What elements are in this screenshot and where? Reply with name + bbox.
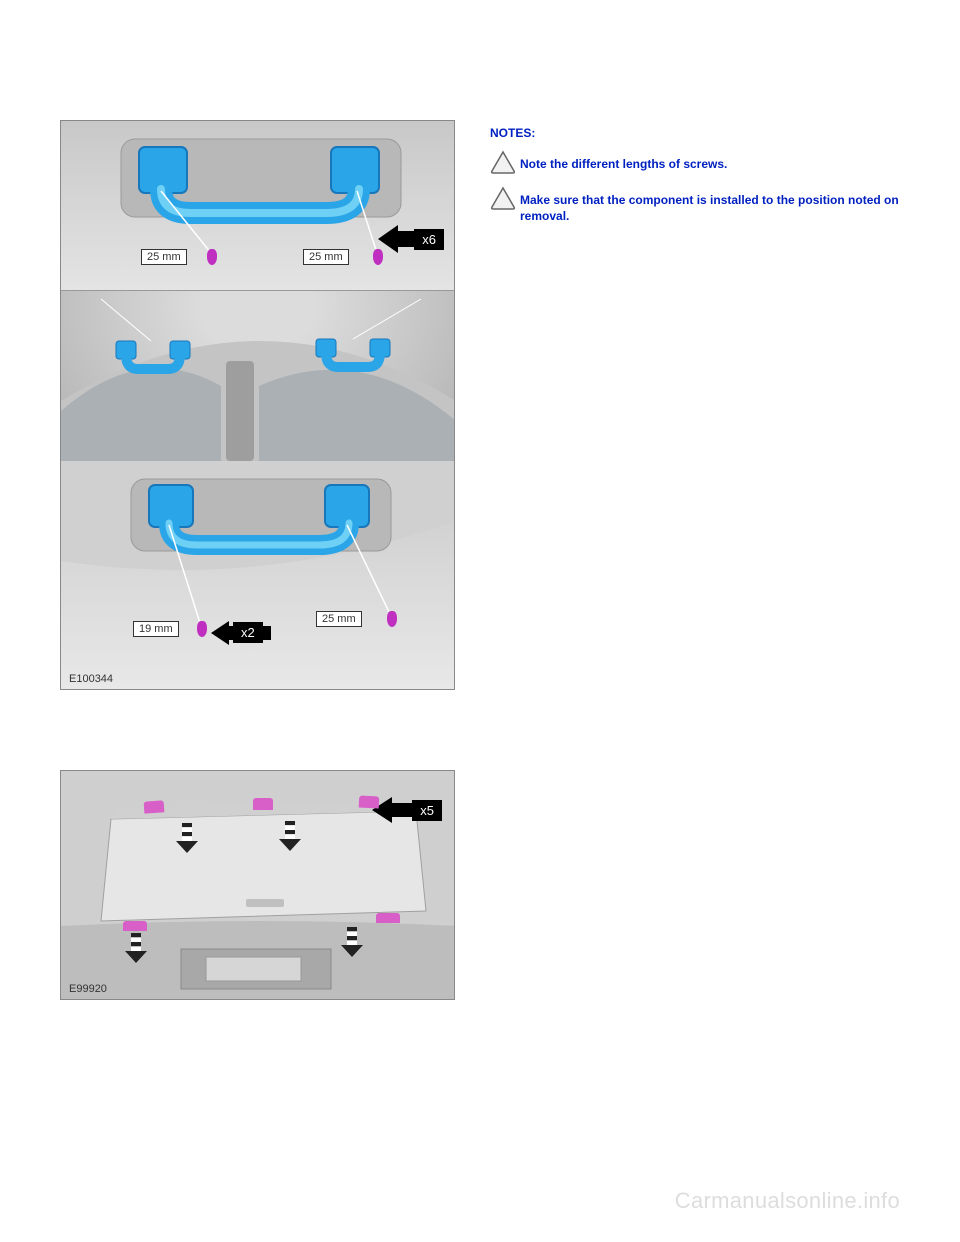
- step-row-2: x5 E99920: [60, 770, 900, 1000]
- handle-illustration-bottom: [61, 461, 455, 690]
- note-text: Make sure that the component is installe…: [520, 186, 900, 224]
- down-arrow-icon: [341, 927, 363, 959]
- clip-icon: [123, 921, 147, 931]
- figure-id-label: E99920: [69, 983, 107, 995]
- notes-heading: NOTES:: [490, 126, 900, 140]
- clip-icon: [144, 800, 165, 813]
- figure-2: x5 E99920: [60, 770, 455, 1000]
- dimension-label: 25 mm: [303, 249, 349, 265]
- clip-icon: [376, 913, 400, 923]
- handle-illustration-top: [61, 121, 455, 291]
- count-badge: x5: [412, 800, 442, 821]
- figure-1: 25 mm 25 mm x6: [60, 120, 455, 690]
- figure-1-panel-bottom: 19 mm 25 mm x2 E100344: [61, 461, 454, 689]
- notes-column: NOTES: Note the different lengths of scr…: [490, 120, 900, 690]
- warning-triangle-icon: [490, 186, 516, 210]
- note-item: Make sure that the component is installe…: [490, 186, 900, 224]
- down-arrow-icon: [279, 821, 301, 853]
- figure-1-panel-top: 25 mm 25 mm x6: [61, 121, 454, 291]
- dimension-label: 25 mm: [141, 249, 187, 265]
- step-row-1: 25 mm 25 mm x6: [60, 120, 900, 690]
- clip-icon: [359, 795, 380, 808]
- note-item: Note the different lengths of screws.: [490, 150, 900, 174]
- screw-icon: [197, 621, 207, 637]
- watermark-text: Carmanualsonline.info: [675, 1188, 900, 1214]
- down-arrow-icon: [125, 933, 147, 965]
- count-badge: x2: [233, 622, 263, 643]
- note-text: Note the different lengths of screws.: [520, 150, 727, 172]
- empty-text-column: [490, 770, 900, 1000]
- dimension-label: 25 mm: [316, 611, 362, 627]
- figure-1-container: 25 mm 25 mm x6: [60, 120, 460, 690]
- figure-id-label: E100344: [69, 673, 113, 685]
- screw-icon: [373, 249, 383, 265]
- down-arrow-icon: [176, 823, 198, 855]
- figure-2-container: x5 E99920: [60, 770, 460, 1000]
- interior-illustration: [61, 291, 455, 461]
- count-badge: x6: [414, 229, 444, 250]
- screw-icon: [207, 249, 217, 265]
- warning-triangle-icon: [490, 150, 516, 174]
- screw-icon: [387, 611, 397, 627]
- figure-1-panel-middle: [61, 291, 454, 461]
- dimension-label: 19 mm: [133, 621, 179, 637]
- clip-icon: [253, 798, 273, 810]
